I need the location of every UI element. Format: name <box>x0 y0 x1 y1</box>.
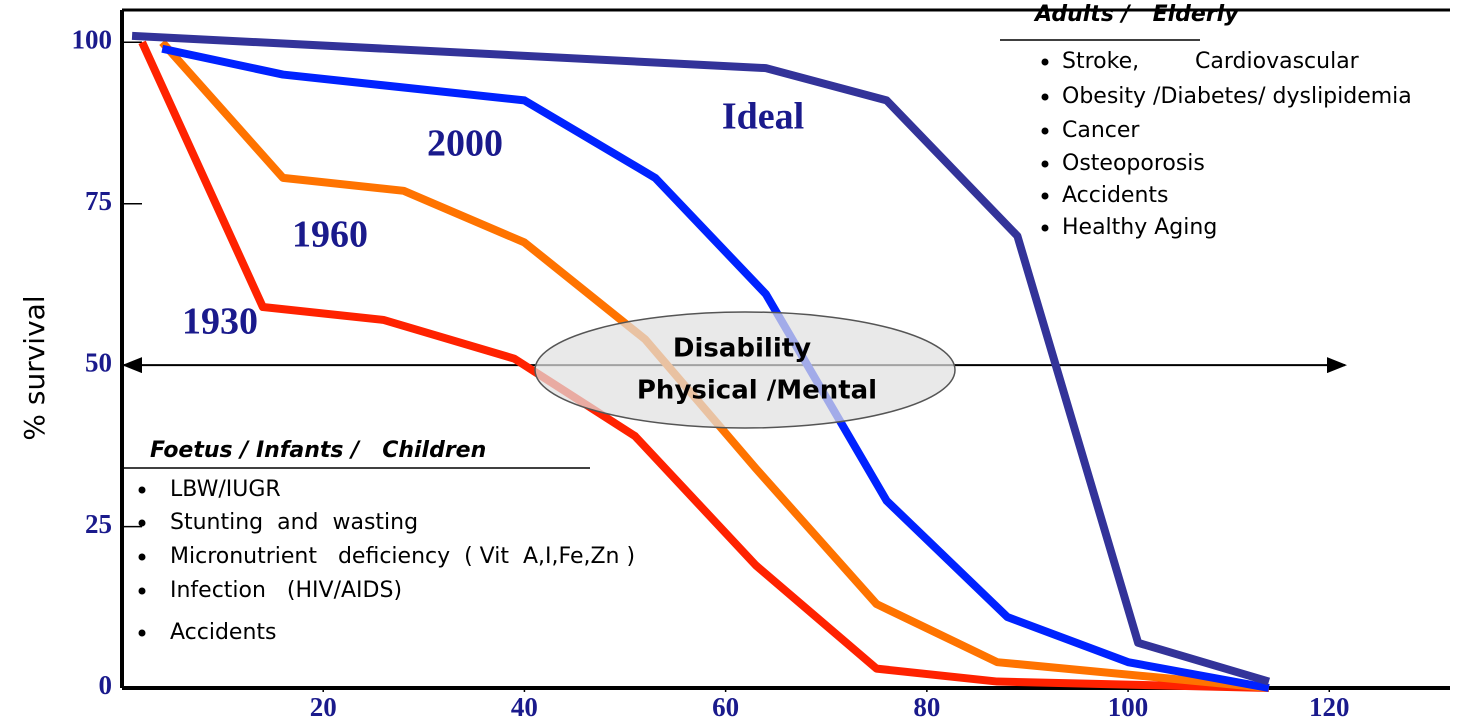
box-item: Micronutrient deficiency ( Vit A,I,Fe,Zn… <box>170 544 635 569</box>
bullet <box>1041 93 1049 101</box>
bullet <box>1041 224 1049 232</box>
box-item: Obesity /Diabetes/ dyslipidemia <box>1062 84 1412 109</box>
box-item: Stunting and wasting <box>170 510 418 535</box>
box-item: Accidents <box>170 620 277 645</box>
y-tick-label: 100 <box>72 24 113 54</box>
bullet <box>138 553 146 561</box>
box-item: Accidents <box>1062 183 1169 208</box>
y-tick-label: 75 <box>85 186 112 216</box>
series-label: 1930 <box>182 301 258 343</box>
bullet <box>138 629 146 637</box>
series-label: 1960 <box>292 214 368 256</box>
y-tick-label: 0 <box>99 670 113 700</box>
box-item: Healthy Aging <box>1062 215 1217 240</box>
x-tick-label: 20 <box>310 692 337 722</box>
bullet <box>1041 127 1049 135</box>
x-tick-label: 120 <box>1309 692 1350 722</box>
ellipse-text: Physical /Mental <box>637 376 877 406</box>
ellipse-text: Disability <box>673 334 811 364</box>
bullet <box>138 587 146 595</box>
disability-ellipse <box>534 311 956 429</box>
y-tick-label: 25 <box>85 509 112 539</box>
bullet <box>138 519 146 527</box>
series-label: Ideal <box>722 96 804 138</box>
box-item: Stroke, Cardiovascular <box>1062 49 1360 74</box>
x-tick-label: 60 <box>712 692 739 722</box>
bullet <box>1041 160 1049 168</box>
survival-line <box>161 44 1270 692</box>
x-tick-label: 100 <box>1108 692 1149 722</box>
box-item: Osteoporosis <box>1062 151 1205 176</box>
box-item: Infection (HIV/AIDS) <box>170 578 402 603</box>
x-tick-label: 40 <box>511 692 538 722</box>
series-label: 2000 <box>427 123 503 165</box>
x-tick-label: 80 <box>913 692 940 722</box>
box-title: Adults / Elderly <box>1033 2 1240 27</box>
y-tick-label: 50 <box>85 347 112 377</box>
box-title: Foetus / Infants / Children <box>150 438 486 463</box>
box-item: LBW/IUGR <box>170 477 281 502</box>
box-item: Cancer <box>1062 118 1140 143</box>
bullet <box>1041 192 1049 200</box>
bullet <box>1041 58 1049 66</box>
y-axis-label: % survival <box>18 295 51 440</box>
survival-line <box>131 31 1271 686</box>
survival-line <box>138 40 1270 692</box>
bullet <box>138 486 146 494</box>
